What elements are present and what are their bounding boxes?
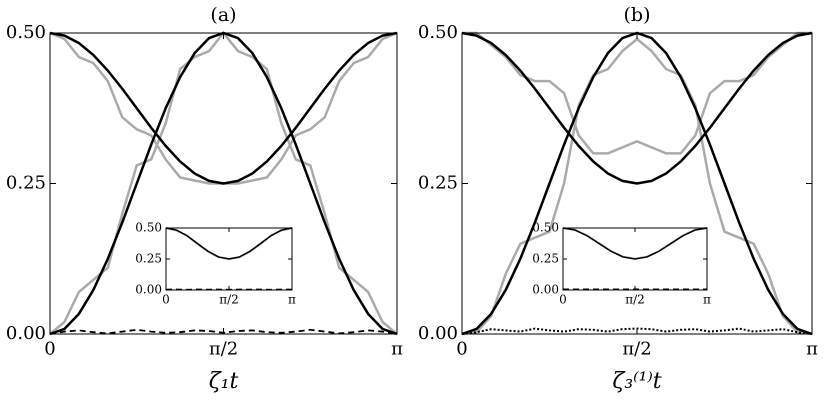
curve [49,31,398,185]
y-tick-label: 0.00 [135,283,162,297]
panel-title: (b) [624,4,651,26]
y-tick-label: 0.25 [532,252,559,266]
x-tick-label: π/2 [625,293,645,307]
y-tick-label: 0.00 [418,323,458,344]
y-tick-label: 0.25 [135,252,162,266]
x-tick-label: π/2 [622,338,651,359]
x-axis-label: ζ₁t [209,369,239,394]
y-tick-label: 0.50 [135,221,162,235]
x-tick-label: π [288,293,296,307]
curve [165,227,293,260]
y-tick-label: 0.50 [532,221,559,235]
y-tick-label: 0.25 [6,173,46,194]
y-tick-label: 0.25 [418,173,458,194]
curve [562,227,708,260]
y-tick-label: 0.00 [532,283,559,297]
panel-title: (a) [210,4,236,26]
curve [461,37,813,336]
curve [462,31,812,155]
x-tick-label: π [806,338,818,359]
x-tick-label: π [703,293,711,307]
x-axis-label: ζ₃⁽¹⁾t [612,369,661,394]
x-tick-label: 0 [162,293,170,307]
y-tick-label: 0.00 [6,323,46,344]
x-tick-label: π/2 [219,293,239,307]
x-tick-label: π [391,338,403,359]
x-tick-label: 0 [456,338,467,359]
x-tick-label: π/2 [209,338,238,359]
y-tick-label: 0.50 [6,22,46,43]
x-tick-label: 0 [44,338,55,359]
y-tick-label: 0.50 [418,22,458,43]
curve [461,31,813,185]
x-tick-label: 0 [559,293,567,307]
